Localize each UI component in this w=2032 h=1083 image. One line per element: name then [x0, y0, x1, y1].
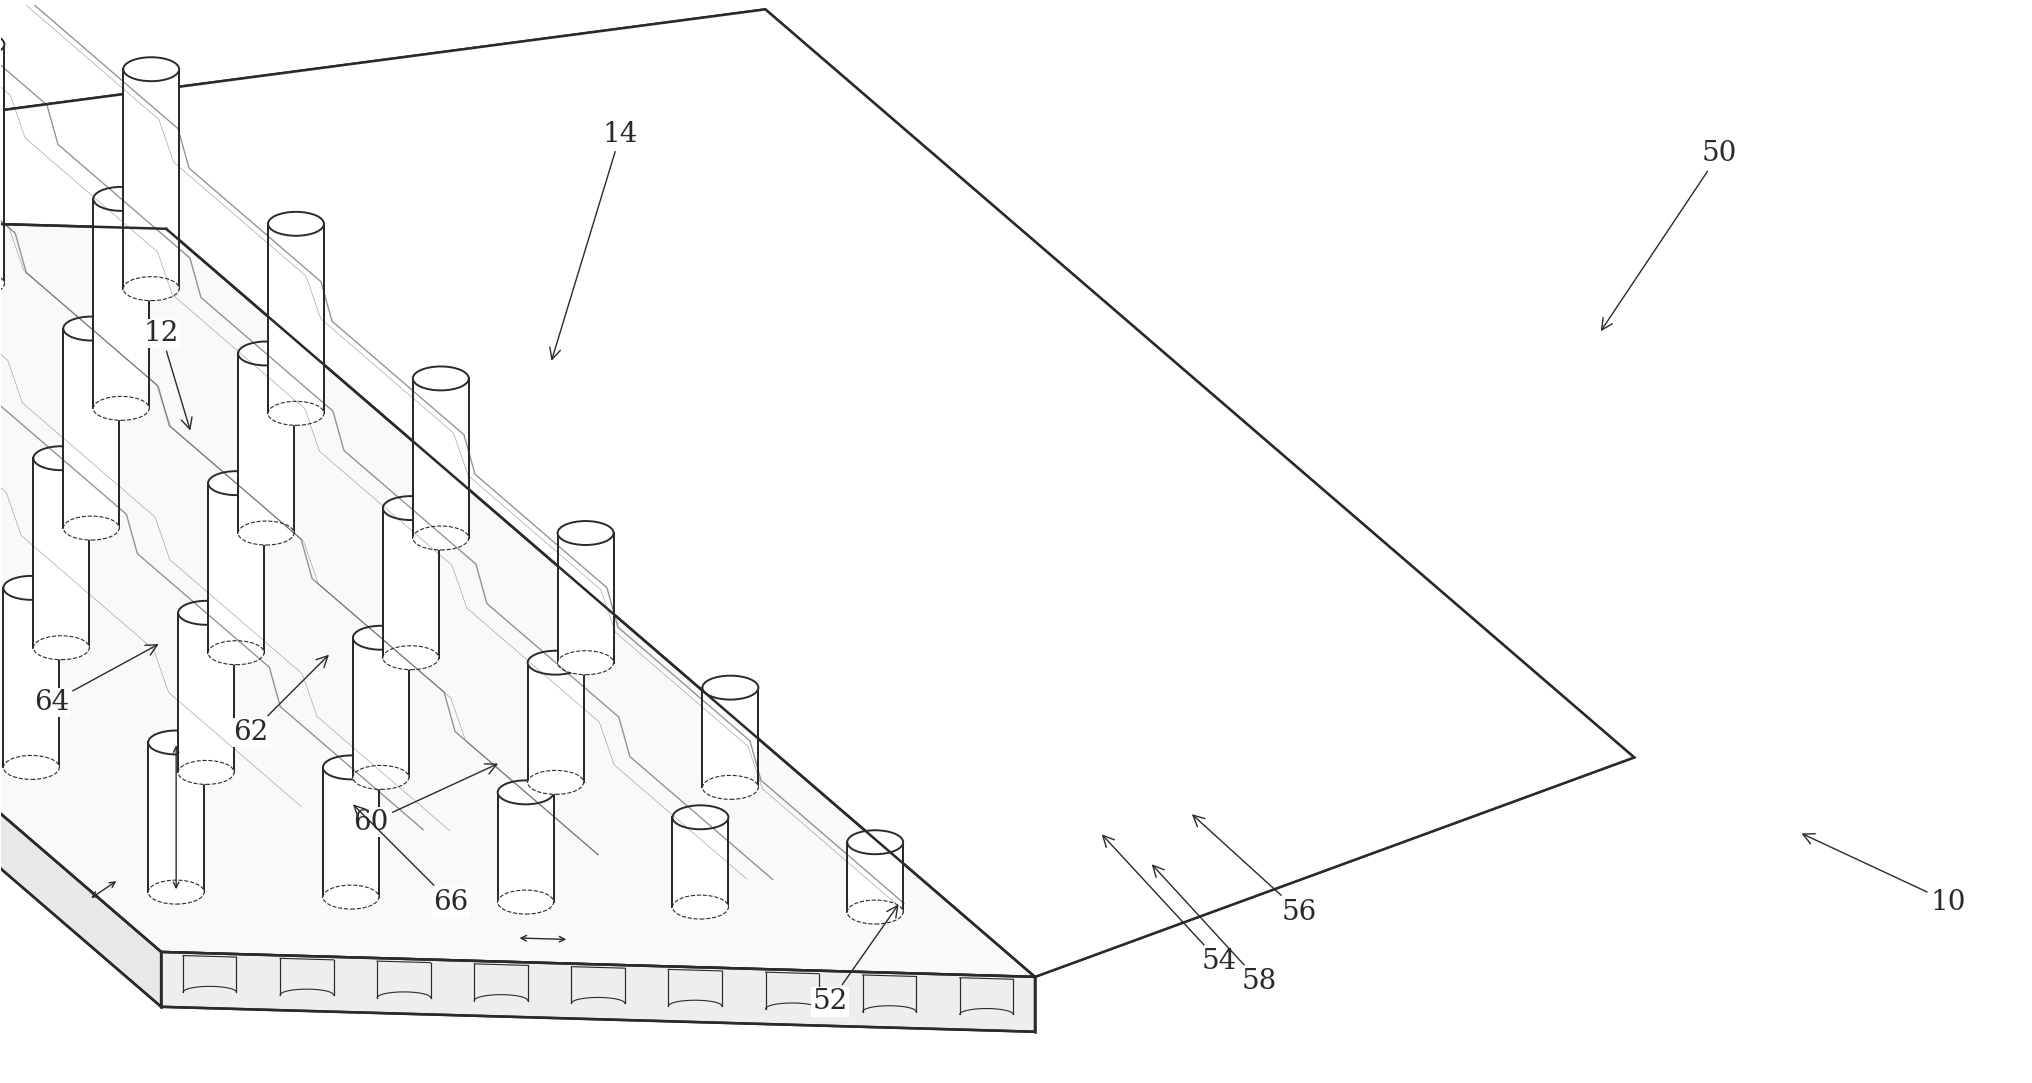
- Text: 12: 12: [144, 321, 191, 429]
- Ellipse shape: [238, 341, 295, 365]
- Ellipse shape: [528, 651, 583, 675]
- Ellipse shape: [498, 890, 553, 914]
- Polygon shape: [268, 224, 323, 414]
- Polygon shape: [124, 69, 179, 289]
- Polygon shape: [354, 638, 408, 778]
- Ellipse shape: [0, 272, 4, 296]
- Ellipse shape: [179, 601, 234, 625]
- Ellipse shape: [33, 636, 89, 660]
- Text: 60: 60: [354, 764, 496, 836]
- Polygon shape: [382, 508, 439, 657]
- Text: 58: 58: [1152, 865, 1278, 995]
- Polygon shape: [238, 353, 295, 533]
- Polygon shape: [161, 952, 1034, 1032]
- Ellipse shape: [412, 366, 469, 390]
- Ellipse shape: [354, 626, 408, 650]
- Ellipse shape: [528, 770, 583, 794]
- Ellipse shape: [148, 731, 203, 755]
- Ellipse shape: [124, 276, 179, 301]
- Ellipse shape: [93, 396, 148, 420]
- Ellipse shape: [673, 806, 727, 830]
- Ellipse shape: [673, 895, 727, 919]
- Polygon shape: [498, 793, 553, 902]
- Ellipse shape: [33, 446, 89, 470]
- Polygon shape: [847, 843, 902, 912]
- Text: 66: 66: [354, 806, 469, 915]
- Polygon shape: [4, 588, 59, 768]
- Polygon shape: [0, 44, 4, 284]
- Ellipse shape: [238, 521, 295, 545]
- Ellipse shape: [703, 676, 758, 700]
- Polygon shape: [323, 768, 378, 897]
- Ellipse shape: [207, 471, 264, 495]
- Text: 64: 64: [35, 644, 156, 716]
- Polygon shape: [0, 204, 161, 1007]
- Polygon shape: [179, 613, 234, 772]
- Polygon shape: [0, 204, 1034, 977]
- Ellipse shape: [354, 766, 408, 790]
- Polygon shape: [412, 378, 469, 538]
- Ellipse shape: [0, 32, 4, 56]
- Ellipse shape: [703, 775, 758, 799]
- Polygon shape: [0, 10, 1634, 977]
- Ellipse shape: [63, 316, 120, 340]
- Ellipse shape: [382, 496, 439, 520]
- Ellipse shape: [93, 187, 148, 211]
- Polygon shape: [207, 483, 264, 653]
- Text: 52: 52: [813, 905, 898, 1016]
- Polygon shape: [93, 199, 148, 408]
- Ellipse shape: [847, 831, 902, 854]
- Ellipse shape: [4, 756, 59, 780]
- Text: 62: 62: [234, 656, 327, 746]
- Text: 56: 56: [1193, 815, 1317, 926]
- Text: 14: 14: [551, 120, 638, 360]
- Polygon shape: [673, 818, 727, 908]
- Polygon shape: [528, 663, 583, 782]
- Polygon shape: [0, 10, 1634, 977]
- Polygon shape: [703, 688, 758, 787]
- Ellipse shape: [179, 760, 234, 784]
- Ellipse shape: [323, 885, 378, 909]
- Polygon shape: [148, 743, 203, 892]
- Ellipse shape: [557, 521, 614, 545]
- Text: 50: 50: [1601, 141, 1737, 330]
- Ellipse shape: [124, 57, 179, 81]
- Polygon shape: [557, 533, 614, 663]
- Ellipse shape: [268, 402, 323, 426]
- Ellipse shape: [498, 781, 553, 805]
- Polygon shape: [63, 328, 120, 529]
- Ellipse shape: [847, 900, 902, 924]
- Ellipse shape: [268, 212, 323, 236]
- Ellipse shape: [382, 645, 439, 669]
- Ellipse shape: [557, 651, 614, 675]
- Polygon shape: [33, 458, 89, 648]
- Ellipse shape: [412, 526, 469, 550]
- Text: 10: 10: [1802, 834, 1967, 915]
- Ellipse shape: [323, 756, 378, 780]
- Ellipse shape: [63, 517, 120, 540]
- Text: 54: 54: [1103, 835, 1237, 976]
- Ellipse shape: [148, 880, 203, 904]
- Ellipse shape: [207, 641, 264, 665]
- Ellipse shape: [4, 576, 59, 600]
